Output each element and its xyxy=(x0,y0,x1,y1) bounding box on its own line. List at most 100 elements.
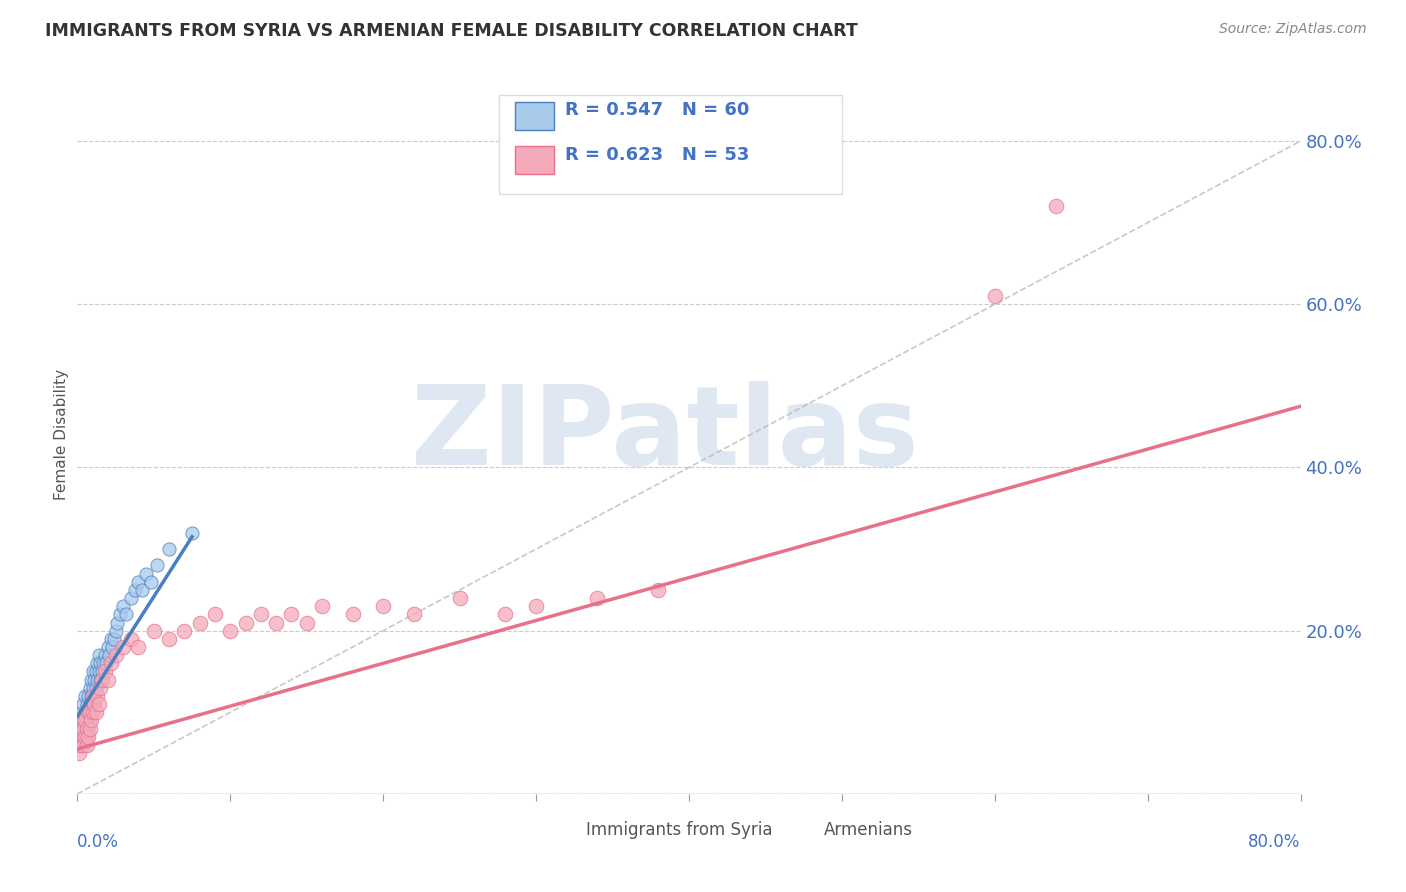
Point xyxy=(97,673,120,687)
Point xyxy=(83,697,105,711)
Point xyxy=(188,615,211,630)
Point xyxy=(70,730,93,744)
Point xyxy=(98,648,121,662)
Text: Armenians: Armenians xyxy=(824,821,912,838)
Point xyxy=(91,657,114,671)
Point xyxy=(146,558,169,573)
Point xyxy=(181,525,204,540)
Point xyxy=(402,607,425,622)
Point xyxy=(97,640,120,654)
Point xyxy=(94,665,117,679)
Point xyxy=(87,665,110,679)
Point xyxy=(295,615,318,630)
Point xyxy=(82,665,104,679)
Point xyxy=(264,615,287,630)
Point xyxy=(112,599,135,614)
Point xyxy=(69,714,91,728)
Point xyxy=(80,689,103,703)
Point xyxy=(86,689,108,703)
Text: Source: ZipAtlas.com: Source: ZipAtlas.com xyxy=(1219,22,1367,37)
FancyBboxPatch shape xyxy=(787,818,818,842)
Point xyxy=(79,706,101,720)
Point xyxy=(449,591,471,605)
Point xyxy=(90,673,112,687)
Point xyxy=(82,697,104,711)
Text: 0.0%: 0.0% xyxy=(77,833,120,851)
Point xyxy=(73,714,96,728)
Point xyxy=(77,706,100,720)
Point xyxy=(72,697,94,711)
Point xyxy=(124,582,146,597)
Text: Immigrants from Syria: Immigrants from Syria xyxy=(586,821,773,838)
Point xyxy=(89,673,111,687)
Point xyxy=(67,722,90,736)
Point xyxy=(371,599,394,614)
Point xyxy=(250,607,273,622)
Point xyxy=(127,574,149,589)
Point xyxy=(76,730,98,744)
Point xyxy=(280,607,302,622)
Point xyxy=(495,607,517,622)
Point xyxy=(219,624,242,638)
Point xyxy=(69,722,91,736)
Point xyxy=(120,632,142,646)
Point xyxy=(104,624,127,638)
Point xyxy=(104,648,127,662)
Point xyxy=(524,599,547,614)
Point xyxy=(70,706,93,720)
Point xyxy=(311,599,333,614)
Point xyxy=(84,681,107,695)
Point xyxy=(79,714,101,728)
Point xyxy=(77,706,100,720)
Point xyxy=(103,632,125,646)
Point xyxy=(69,738,91,752)
Point xyxy=(100,657,122,671)
Point xyxy=(76,722,98,736)
Point xyxy=(80,714,103,728)
Text: ZIPatlas: ZIPatlas xyxy=(411,382,918,488)
Point xyxy=(112,640,135,654)
Point xyxy=(82,689,104,703)
Point xyxy=(73,689,96,703)
Point xyxy=(82,706,104,720)
Point xyxy=(157,632,180,646)
Point xyxy=(586,591,609,605)
Point xyxy=(94,648,117,662)
FancyBboxPatch shape xyxy=(550,818,581,842)
Point xyxy=(70,738,93,752)
Point xyxy=(76,738,98,752)
Point xyxy=(84,665,107,679)
Point xyxy=(72,738,94,752)
FancyBboxPatch shape xyxy=(499,95,842,194)
FancyBboxPatch shape xyxy=(515,102,554,129)
Point xyxy=(101,640,124,654)
Point xyxy=(83,689,105,703)
Point xyxy=(73,730,96,744)
Point xyxy=(100,632,122,646)
Point xyxy=(76,714,98,728)
FancyBboxPatch shape xyxy=(515,146,554,174)
Point xyxy=(984,289,1007,303)
Point xyxy=(77,689,100,703)
Point xyxy=(342,607,364,622)
Point xyxy=(204,607,226,622)
Point xyxy=(86,657,108,671)
Point xyxy=(235,615,257,630)
Point xyxy=(80,673,103,687)
Point xyxy=(89,657,111,671)
Point xyxy=(142,624,165,638)
Text: 80.0%: 80.0% xyxy=(1249,833,1301,851)
Point xyxy=(96,657,118,671)
Point xyxy=(76,697,98,711)
Point xyxy=(73,722,96,736)
Point xyxy=(77,730,100,744)
Point xyxy=(83,673,105,687)
Point xyxy=(70,722,93,736)
Point xyxy=(131,582,153,597)
Point xyxy=(90,665,112,679)
Text: IMMIGRANTS FROM SYRIA VS ARMENIAN FEMALE DISABILITY CORRELATION CHART: IMMIGRANTS FROM SYRIA VS ARMENIAN FEMALE… xyxy=(45,22,858,40)
Point xyxy=(79,697,101,711)
Point xyxy=(84,706,107,720)
Point xyxy=(80,706,103,720)
Text: R = 0.547   N = 60: R = 0.547 N = 60 xyxy=(565,101,749,119)
